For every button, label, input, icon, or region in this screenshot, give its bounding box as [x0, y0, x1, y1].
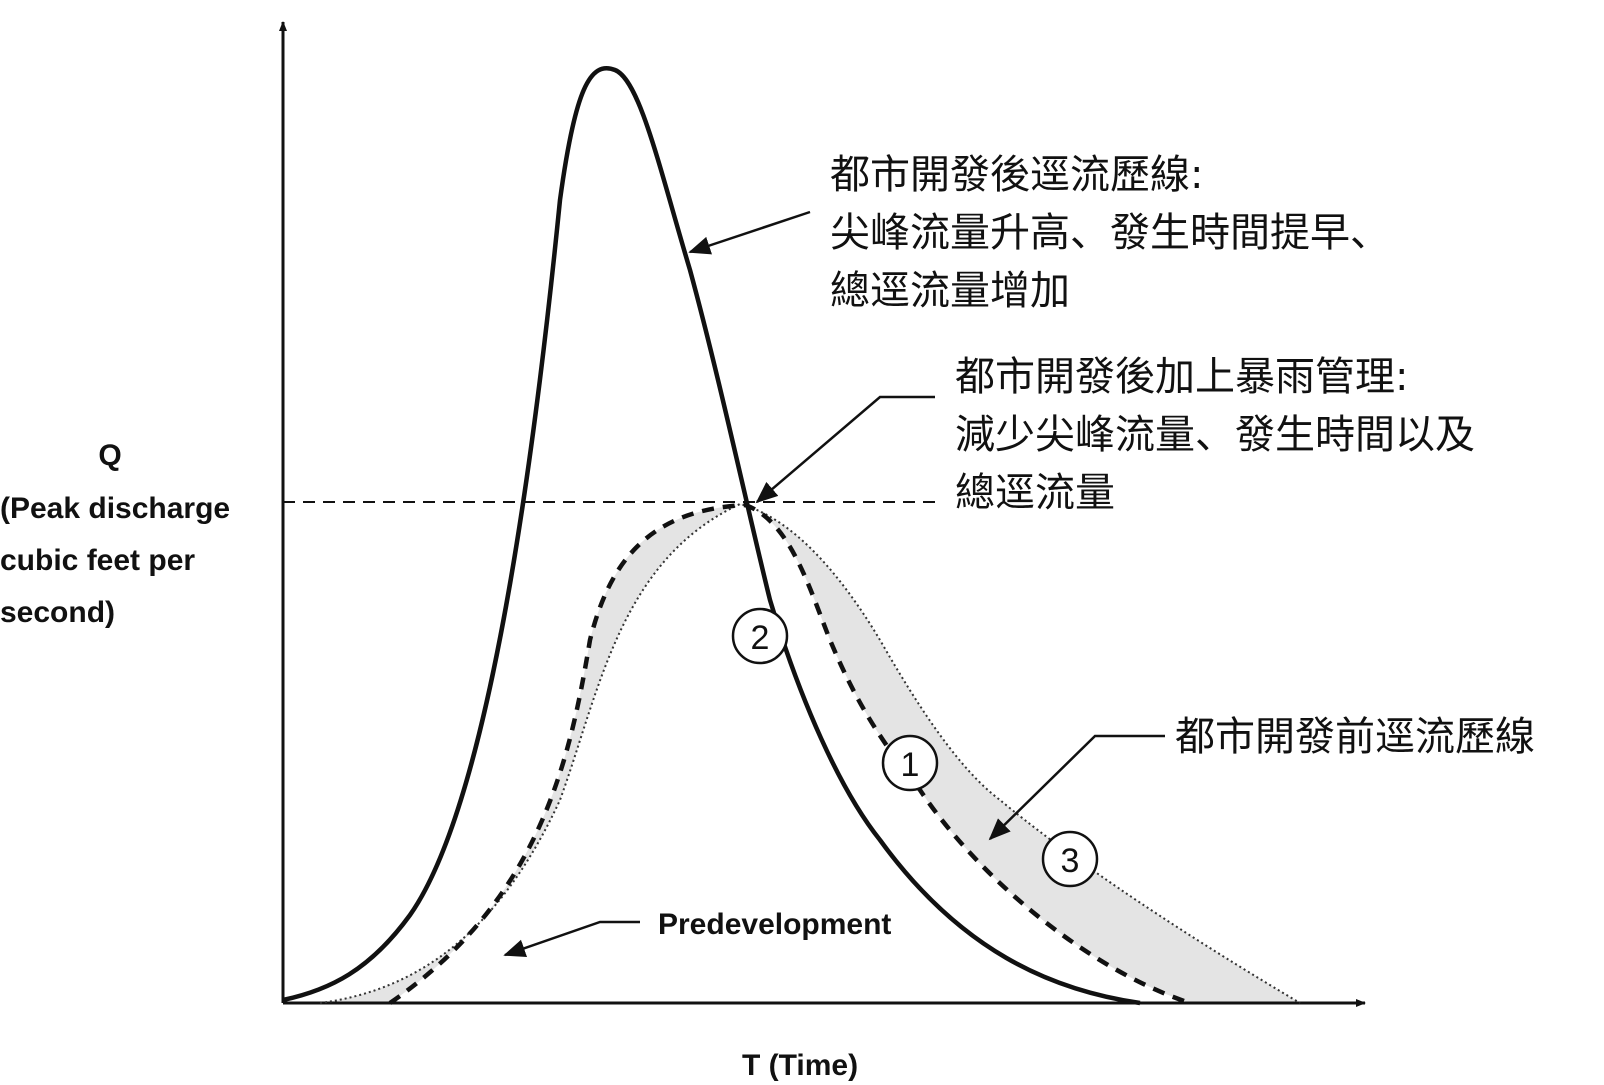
- post-development-curve: [282, 66, 1141, 1006]
- predevelopment-zh-arrow: [988, 734, 1165, 841]
- y-axis-description-line-2: cubic feet per: [0, 544, 195, 577]
- svg-text:2: 2: [751, 619, 770, 657]
- predevelopment-curve: [319, 502, 1301, 1004]
- stormwater-management-arrow: [755, 395, 935, 504]
- post-development-arrow: [688, 210, 811, 255]
- marker-3: 3: [1041, 830, 1099, 888]
- post-development-annotation-line-2: 尖峰流量升高、發生時間提早、: [830, 210, 1390, 256]
- stormwater-annotation-line-1: 都市開發後加上暴雨管理:: [955, 354, 1408, 400]
- predevelopment-zh-annotation: 都市開發前逕流歷線: [1175, 714, 1535, 760]
- managed-curve: [388, 502, 1191, 1006]
- marker-1: 1: [881, 734, 939, 792]
- stormwater-annotation-line-2: 減少尖峰流量、發生時間以及: [955, 412, 1475, 458]
- post-development-annotation-line-1: 都市開發後逕流歷線:: [830, 152, 1203, 198]
- marker-2: 2: [731, 607, 789, 665]
- predevelopment-en-arrow: [503, 920, 640, 958]
- y-axis-symbol: Q: [98, 439, 121, 472]
- y-axis-description-line-1: (Peak discharge: [0, 492, 230, 525]
- stormwater-annotation-line-3: 總逕流量: [955, 470, 1115, 516]
- post-development-annotation-line-3: 總逕流量增加: [830, 268, 1070, 314]
- x-axis-label: T (Time): [742, 1049, 858, 1082]
- predevelopment-en-annotation: Predevelopment: [658, 908, 891, 941]
- svg-text:3: 3: [1061, 842, 1080, 880]
- y-axis-description-line-3: second): [0, 596, 115, 629]
- svg-text:1: 1: [901, 746, 920, 784]
